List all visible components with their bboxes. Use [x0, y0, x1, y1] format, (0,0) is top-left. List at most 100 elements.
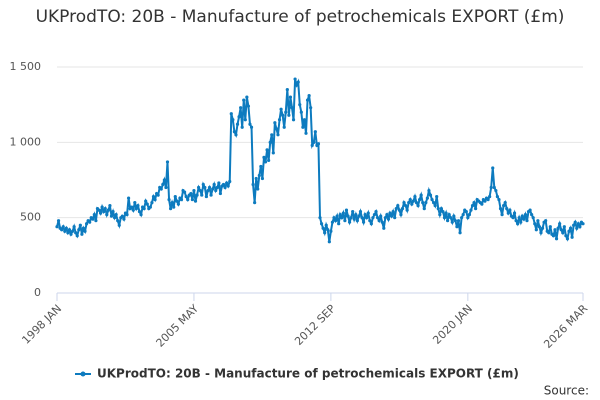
data-point: [393, 216, 397, 220]
data-point: [497, 197, 501, 202]
data-point: [326, 228, 330, 232]
data-point: [474, 207, 478, 211]
data-point: [218, 191, 223, 196]
data-point: [91, 217, 95, 221]
data-point: [144, 199, 148, 203]
data-point: [98, 211, 103, 215]
data-point: [576, 222, 580, 226]
data-point: [575, 226, 579, 230]
data-point: [578, 225, 582, 229]
data-point: [234, 133, 238, 137]
data-point: [502, 204, 506, 208]
data-point: [382, 226, 386, 230]
data-point: [159, 187, 163, 191]
data-point: [265, 148, 269, 152]
data-point: [72, 225, 76, 229]
data-point: [385, 213, 389, 217]
data-point: [458, 231, 462, 235]
data-point: [221, 182, 226, 187]
data-point: [281, 113, 285, 117]
data-point: [383, 216, 387, 220]
data-point: [407, 201, 411, 205]
data-point: [321, 226, 325, 230]
data-point: [377, 219, 381, 223]
data-point: [114, 213, 118, 217]
data-point: [254, 176, 258, 181]
data-point: [271, 151, 275, 155]
data-point: [198, 188, 202, 193]
data-point: [425, 196, 429, 200]
data-point: [176, 202, 180, 206]
data-point: [427, 188, 431, 193]
data-point: [470, 204, 475, 208]
data-point: [472, 201, 476, 205]
data-point: [248, 122, 252, 126]
data-point: [253, 201, 257, 205]
data-point: [259, 164, 263, 169]
data-point: [270, 133, 274, 137]
data-point: [267, 158, 271, 163]
data-point: [347, 220, 352, 224]
data-point: [346, 214, 350, 218]
data-point: [226, 184, 230, 188]
data-point: [307, 94, 311, 98]
data-point: [80, 232, 84, 236]
data-point: [544, 219, 548, 223]
data-point: [240, 125, 244, 129]
data-point: [81, 226, 86, 230]
data-point: [203, 185, 207, 190]
data-point: [439, 207, 443, 211]
data-point: [416, 204, 420, 208]
data-point: [335, 214, 339, 218]
data-point: [522, 217, 526, 221]
data-point: [498, 207, 503, 211]
data-point: [161, 182, 165, 187]
data-point: [520, 214, 524, 218]
data-point: [251, 182, 255, 187]
data-point: [554, 237, 559, 241]
data-point: [361, 220, 366, 224]
data-point: [64, 226, 68, 230]
data-point: [533, 222, 537, 226]
data-point: [295, 83, 299, 87]
data-point: [337, 222, 341, 226]
data-point: [530, 213, 534, 217]
data-point: [428, 193, 433, 197]
data-point: [330, 220, 335, 224]
data-point: [371, 216, 375, 220]
data-point: [505, 207, 509, 211]
data-point: [263, 160, 268, 164]
data-point: [214, 188, 218, 193]
data-point: [455, 225, 459, 229]
data-point: [467, 213, 471, 217]
data-point: [403, 204, 408, 208]
data-point: [175, 199, 179, 203]
data-point: [562, 225, 566, 229]
data-point: [304, 131, 308, 135]
x-tick-label: 1998 JAN: [19, 302, 64, 347]
data-point: [452, 214, 456, 218]
data-point: [453, 219, 457, 223]
data-point: [204, 194, 208, 199]
data-point: [461, 213, 465, 217]
data-point: [298, 103, 302, 107]
data-point: [561, 231, 565, 235]
data-point: [413, 194, 417, 199]
data-point: [319, 222, 324, 226]
data-point: [111, 210, 115, 214]
data-point: [506, 211, 510, 215]
data-point: [66, 231, 70, 235]
data-point: [514, 219, 518, 223]
data-point: [153, 197, 157, 202]
data-point: [565, 237, 570, 241]
data-point: [349, 216, 353, 220]
data-point: [284, 110, 288, 114]
data-point: [291, 118, 296, 122]
data-point: [456, 219, 461, 223]
data-point: [495, 194, 500, 199]
data-point: [332, 216, 336, 220]
y-tick-label: 500: [20, 211, 41, 224]
data-point: [511, 216, 515, 220]
data-point: [422, 207, 426, 211]
